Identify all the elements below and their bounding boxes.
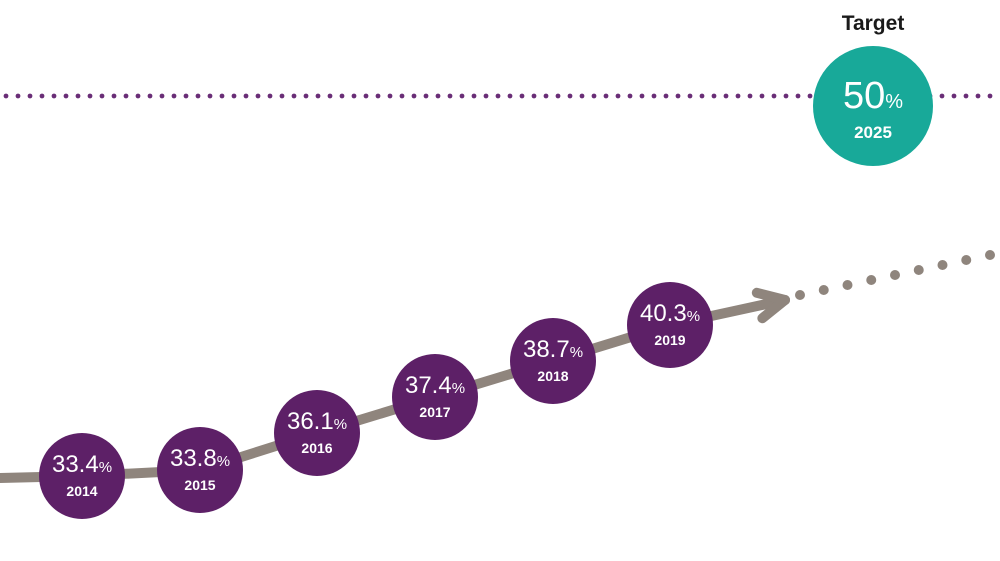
data-bubble-2019: 40.3%2019	[627, 282, 713, 368]
pct-symbol: %	[687, 308, 700, 325]
pct-value: 38.7	[523, 336, 570, 363]
target-year: 2025	[854, 123, 892, 142]
pct-symbol: %	[885, 91, 903, 113]
pct-symbol: %	[334, 416, 347, 433]
data-bubble-year: 2019	[654, 332, 685, 348]
pct-symbol: %	[99, 459, 112, 476]
data-bubble-2014: 33.4%2014	[39, 433, 125, 519]
data-bubble-year: 2017	[419, 404, 450, 420]
data-bubble-2018: 38.7%2018	[510, 318, 596, 404]
data-bubble-year: 2014	[66, 483, 97, 499]
data-bubble-2016: 36.1%2016	[274, 390, 360, 476]
pct-value: 33.4	[52, 451, 99, 478]
pct-symbol: %	[452, 380, 465, 397]
pct-value: 36.1	[287, 408, 334, 435]
target-label: Target	[842, 12, 905, 35]
data-bubble-2017: 37.4%2017	[392, 354, 478, 440]
pct-value: 40.3	[640, 300, 687, 327]
data-bubble-2015: 33.8%2015	[157, 427, 243, 513]
pct-value: 37.4	[405, 372, 452, 399]
data-bubble-year: 2016	[301, 440, 332, 456]
pct-value: 50	[843, 75, 885, 117]
pct-symbol: %	[217, 453, 230, 470]
pct-value: 33.8	[170, 445, 217, 472]
pct-symbol: %	[570, 344, 583, 361]
progress-chart: 33.4%201433.8%201536.1%201637.4%201738.7…	[0, 0, 1000, 561]
data-bubble-year: 2018	[537, 368, 568, 384]
data-bubble-year: 2015	[184, 477, 215, 493]
